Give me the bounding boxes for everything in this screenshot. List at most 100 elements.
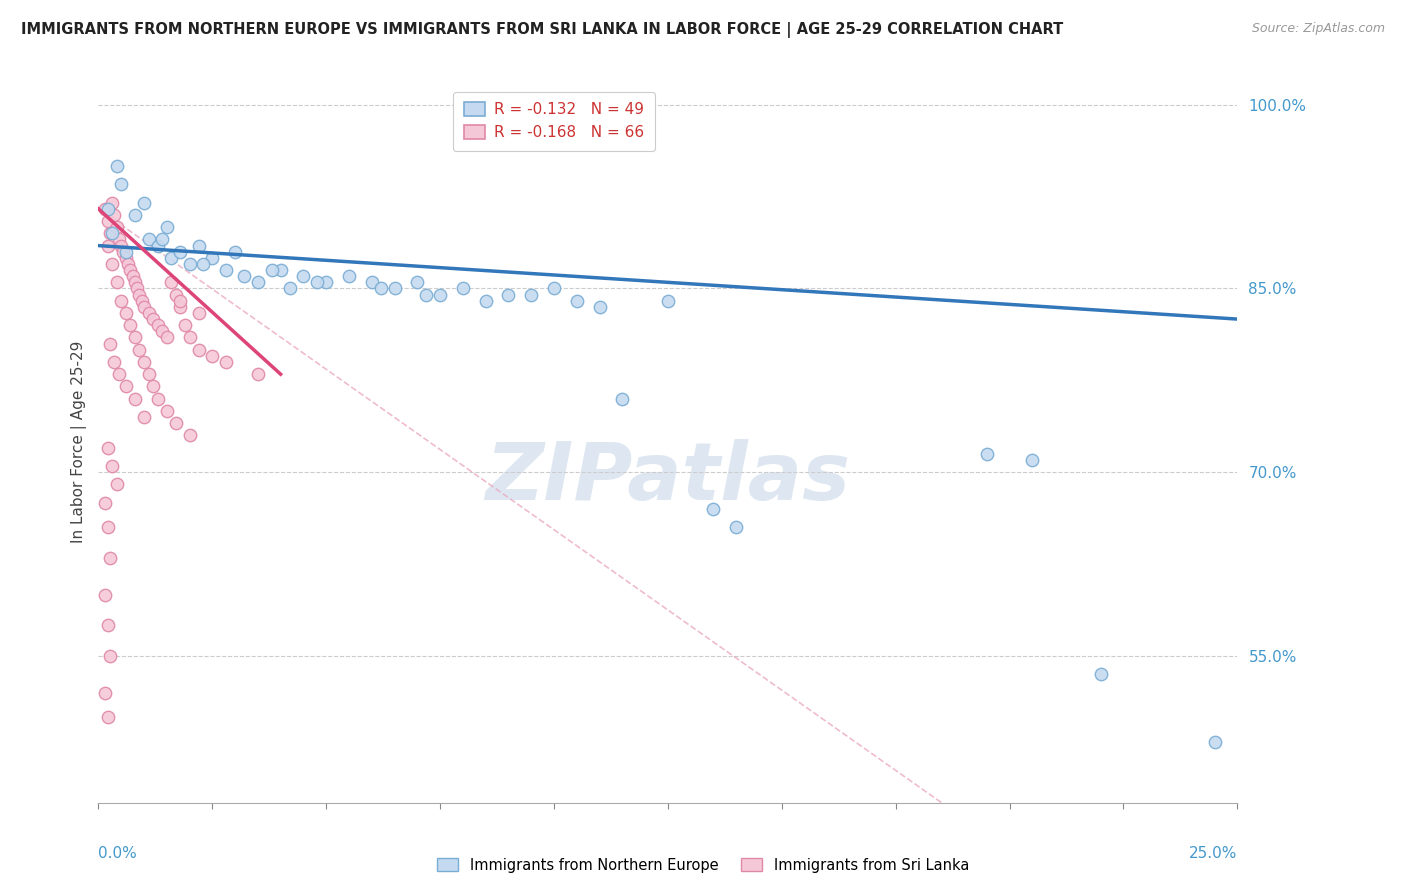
Point <box>156 220 179 235</box>
Point <box>565 293 588 308</box>
Point <box>108 232 131 246</box>
Point <box>120 318 142 333</box>
Point <box>1090 667 1112 681</box>
Point <box>187 306 209 320</box>
Point <box>108 367 131 381</box>
Point <box>160 276 183 290</box>
Point <box>588 300 610 314</box>
Point <box>384 281 406 295</box>
Point <box>246 276 269 290</box>
Point <box>114 244 136 259</box>
Point <box>103 355 125 369</box>
Point <box>124 330 146 344</box>
Point <box>132 300 155 314</box>
Point <box>110 238 132 252</box>
Point <box>201 251 224 265</box>
Point <box>105 477 128 491</box>
Point <box>96 441 118 455</box>
Point <box>94 496 117 510</box>
Point <box>474 293 496 308</box>
Point <box>101 257 124 271</box>
Point <box>169 300 191 314</box>
Point <box>114 379 136 393</box>
Point <box>128 287 150 301</box>
Point <box>498 287 520 301</box>
Y-axis label: In Labor Force | Age 25-29: In Labor Force | Age 25-29 <box>72 341 87 542</box>
Point <box>132 410 155 425</box>
Point <box>96 710 118 724</box>
Point <box>142 379 165 393</box>
Point <box>105 220 128 235</box>
Point <box>128 343 150 357</box>
Point <box>193 257 215 271</box>
Point <box>307 276 329 290</box>
Point <box>146 318 169 333</box>
Point <box>246 367 269 381</box>
Point <box>110 178 132 192</box>
Point <box>124 276 146 290</box>
Point <box>1021 453 1043 467</box>
Point <box>105 276 128 290</box>
Point <box>520 287 543 301</box>
Point <box>146 238 169 252</box>
Point <box>94 202 117 216</box>
Point <box>169 293 191 308</box>
Point <box>138 367 160 381</box>
Legend: R = -0.132   N = 49, R = -0.168   N = 66: R = -0.132 N = 49, R = -0.168 N = 66 <box>453 92 655 151</box>
Point <box>142 312 165 326</box>
Point <box>543 281 565 295</box>
Point <box>101 195 124 210</box>
Point <box>429 287 451 301</box>
Point <box>114 306 136 320</box>
Point <box>138 232 160 246</box>
Point <box>725 520 748 534</box>
Text: 25.0%: 25.0% <box>1189 847 1237 861</box>
Point <box>96 520 118 534</box>
Point <box>233 269 256 284</box>
Point <box>160 251 183 265</box>
Point <box>270 263 292 277</box>
Point <box>215 355 238 369</box>
Point <box>105 159 128 173</box>
Point <box>124 208 146 222</box>
Point <box>96 214 118 228</box>
Text: 0.0%: 0.0% <box>98 847 138 861</box>
Point <box>360 276 382 290</box>
Point <box>117 257 139 271</box>
Point <box>260 263 283 277</box>
Point <box>702 502 724 516</box>
Legend: Immigrants from Northern Europe, Immigrants from Sri Lanka: Immigrants from Northern Europe, Immigra… <box>429 851 977 880</box>
Point <box>120 263 142 277</box>
Point <box>94 685 117 699</box>
Point <box>101 227 124 241</box>
Point <box>150 324 173 338</box>
Point <box>156 330 179 344</box>
Point <box>201 349 224 363</box>
Point <box>1204 734 1226 748</box>
Point <box>976 447 998 461</box>
Point <box>179 428 201 442</box>
Text: IMMIGRANTS FROM NORTHERN EUROPE VS IMMIGRANTS FROM SRI LANKA IN LABOR FORCE | AG: IMMIGRANTS FROM NORTHERN EUROPE VS IMMIG… <box>21 22 1063 38</box>
Point <box>146 392 169 406</box>
Point <box>101 458 124 473</box>
Point <box>96 618 118 632</box>
Point <box>98 550 121 565</box>
Point <box>278 281 301 295</box>
Point <box>224 244 246 259</box>
Point <box>96 202 118 216</box>
Point <box>94 588 117 602</box>
Point <box>150 232 173 246</box>
Point <box>121 269 143 284</box>
Point <box>187 238 209 252</box>
Point <box>415 287 437 301</box>
Point <box>132 355 155 369</box>
Point <box>124 392 146 406</box>
Point <box>187 343 209 357</box>
Point <box>612 392 634 406</box>
Point <box>165 416 187 430</box>
Point <box>406 276 429 290</box>
Point <box>132 195 155 210</box>
Point <box>96 238 118 252</box>
Point <box>169 244 191 259</box>
Point <box>110 293 132 308</box>
